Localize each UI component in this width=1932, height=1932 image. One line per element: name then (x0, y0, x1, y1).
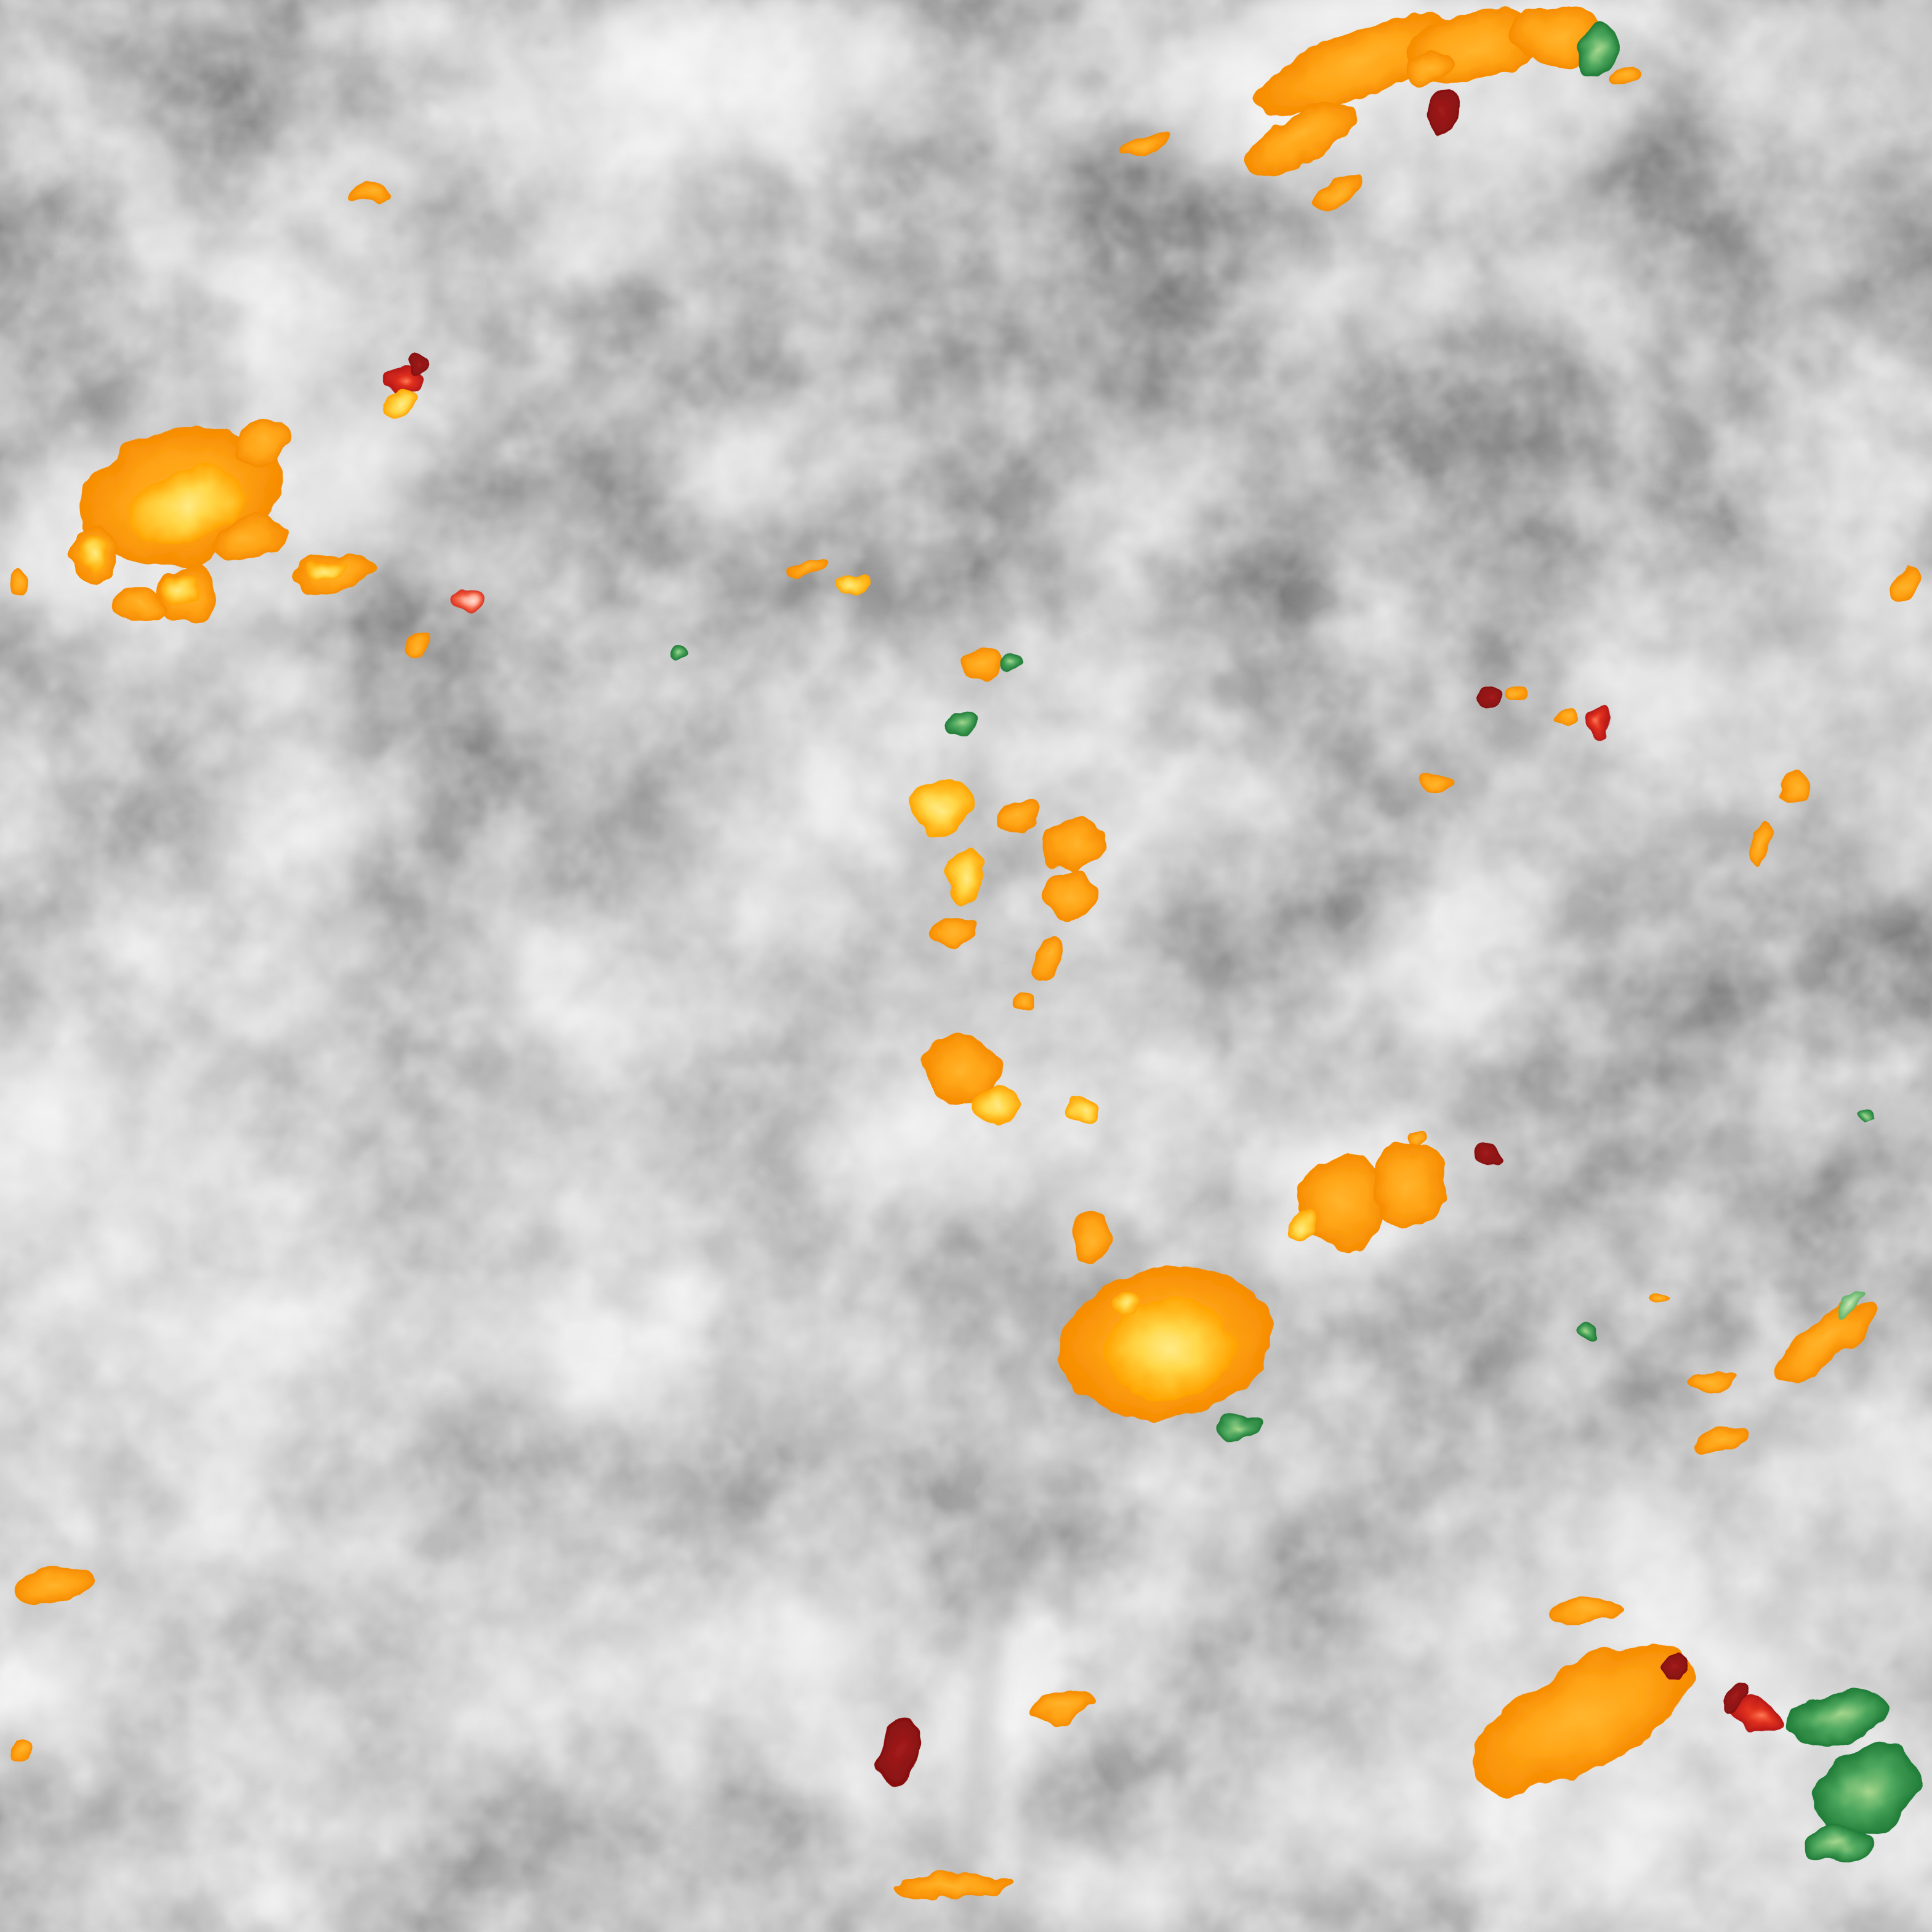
orange-cell-itcz-top (962, 647, 1005, 682)
mcs-yellow-speck-nw (1113, 1292, 1143, 1316)
darkred-bit-southeast (1725, 1686, 1744, 1710)
darkred-cell-amazon-1 (1476, 685, 1503, 706)
orange-dash-amazon-1 (1507, 689, 1531, 702)
orange-cluster-rightcenter-e (1370, 1140, 1447, 1225)
orange-cell-amazon-2 (1553, 710, 1580, 727)
green-speck-center-west (674, 643, 690, 659)
fine-cloud-texture (0, 0, 1932, 1932)
orange-small-itcz-4 (1010, 988, 1034, 1013)
orange-cell-itcz-2 (1045, 871, 1096, 919)
satellite-ir-image (0, 0, 1932, 1932)
cloud-texture-layers (0, 0, 1932, 1932)
yellow-core-rightcenter (1290, 1210, 1315, 1243)
orange-strip-bottom (888, 1875, 1012, 1896)
yellow-speck-itcz (1069, 1095, 1095, 1122)
yellow-core-west-lower (163, 573, 200, 605)
orange-tick-left-edge (10, 569, 28, 594)
orange-cell-amazon-3 (1420, 771, 1451, 794)
orange-speck-left-edge-south (10, 1739, 29, 1762)
satellite-ir-canvas (0, 0, 1932, 1932)
yellow-core-west-left (79, 539, 107, 574)
